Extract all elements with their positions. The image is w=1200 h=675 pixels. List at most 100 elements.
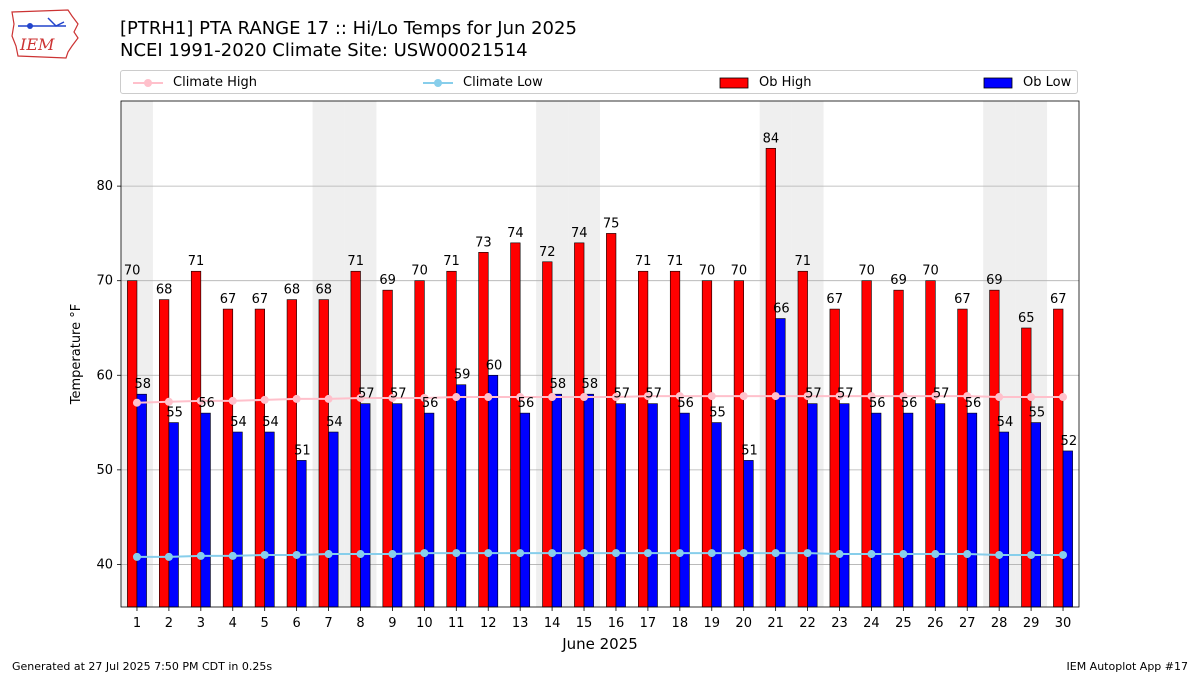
ob-high-bar (318, 299, 329, 608)
ob-high-label: 71 (635, 254, 652, 269)
chart-title: [PTRH1] PTA RANGE 17 :: Hi/Lo Temps for … (120, 18, 577, 62)
ob-high-bar (414, 280, 425, 608)
climate-high-point (1059, 393, 1068, 402)
legend-ob-high-swatch (719, 77, 749, 88)
x-tick-label: 28 (991, 616, 1008, 631)
ob-high-label: 70 (731, 264, 748, 279)
ob-low-bar (136, 393, 147, 608)
ob-low-label: 58 (582, 377, 599, 392)
x-tick-label: 17 (640, 616, 657, 631)
ob-high-label: 68 (284, 283, 301, 298)
climate-high-point (388, 393, 397, 402)
x-tick-label: 5 (261, 616, 269, 631)
climate-low-point (707, 549, 716, 558)
x-tick-label: 12 (480, 616, 497, 631)
ob-high-label: 71 (795, 254, 812, 269)
ob-high-label: 71 (347, 254, 364, 269)
ob-high-label: 75 (603, 216, 620, 231)
ob-low-label: 57 (613, 387, 630, 402)
climate-low-point (1059, 550, 1068, 559)
ob-low-bar (934, 403, 946, 608)
climate-low-point (260, 550, 269, 559)
climate-low-point (931, 550, 940, 559)
ob-high-label: 70 (858, 264, 875, 279)
climate-high-point (196, 396, 205, 405)
ob-low-label: 56 (901, 396, 918, 411)
x-tick-label: 14 (544, 616, 561, 631)
legend-climate-low: Climate Low (423, 74, 543, 92)
climate-high-point (356, 393, 365, 402)
climate-high-point (835, 392, 844, 401)
x-tick-label: 6 (292, 616, 300, 631)
x-tick-label: 2 (165, 616, 173, 631)
iowa-outline-icon (11, 9, 79, 59)
climate-high-point (643, 392, 652, 401)
ob-low-label: 58 (550, 377, 567, 392)
ob-low-label: 54 (262, 415, 279, 430)
ob-low-label: 57 (805, 387, 822, 402)
ob-low-label: 57 (390, 387, 407, 402)
ob-high-label: 68 (316, 283, 333, 298)
ob-high-label: 70 (124, 264, 141, 279)
climate-high-point (164, 397, 173, 406)
climate-low-point (771, 549, 780, 558)
ob-low-bar (743, 460, 754, 608)
x-tick-label: 19 (703, 616, 720, 631)
climate-high-point (548, 393, 557, 402)
x-tick-label: 9 (388, 616, 396, 631)
climate-low-point (292, 550, 301, 559)
ob-high-label: 71 (188, 254, 205, 269)
legend-ob-low: Ob Low (983, 74, 1071, 92)
ob-high-bar (222, 308, 234, 608)
x-tick-label: 3 (197, 616, 205, 631)
plot-frame (120, 100, 1080, 608)
ob-low-bar (615, 403, 626, 608)
y-tick-label: 60 (96, 368, 113, 383)
ob-low-label: 56 (965, 396, 982, 411)
x-tick-label: 16 (608, 616, 625, 631)
climate-low-point (1027, 550, 1036, 559)
ob-high-bar (989, 289, 1000, 608)
ob-low-bar (360, 403, 371, 608)
ob-low-label: 51 (741, 443, 758, 458)
climate-high-point (611, 393, 620, 402)
ob-low-bar (711, 422, 722, 608)
ob-low-label: 59 (454, 368, 471, 383)
climate-high-point (803, 392, 812, 401)
ob-low-bar (328, 431, 339, 608)
climate-high-line (136, 395, 1064, 404)
legend: Climate High Climate Low Ob High Ob Low (120, 70, 1078, 94)
x-tick-label: 7 (324, 616, 332, 631)
ob-low-bar (519, 412, 531, 608)
ob-high-bar (765, 147, 776, 608)
ob-high-label: 70 (411, 264, 428, 279)
ob-low-label: 57 (645, 387, 662, 402)
ob-low-bar (903, 412, 914, 608)
ob-low-label: 56 (869, 396, 886, 411)
title-line-2: NCEI 1991-2020 Climate Site: USW00021514 (120, 40, 528, 61)
x-tick-label: 4 (229, 616, 237, 631)
climate-low-point (963, 550, 972, 559)
ob-high-bar (893, 289, 904, 608)
ob-high-label: 67 (826, 292, 843, 307)
ob-low-label: 58 (134, 377, 151, 392)
legend-climate-low-label: Climate Low (463, 75, 543, 90)
ob-high-bar (925, 280, 936, 608)
climate-high-point (771, 392, 780, 401)
legend-climate-low-swatch (423, 78, 453, 87)
ob-low-label: 51 (294, 443, 311, 458)
ob-low-bar (647, 403, 658, 608)
ob-low-bar (1030, 422, 1041, 608)
ob-high-label: 68 (156, 283, 173, 298)
title-line-1: [PTRH1] PTA RANGE 17 :: Hi/Lo Temps for … (120, 18, 577, 39)
ob-high-bar (957, 308, 968, 608)
ob-low-label: 55 (709, 406, 726, 421)
climate-high-point (132, 398, 141, 407)
climate-low-point (356, 550, 365, 559)
climate-low-point (228, 551, 237, 560)
climate-low-point (580, 549, 589, 558)
x-tick-label: 10 (416, 616, 433, 631)
x-tick-label: 30 (1055, 616, 1072, 631)
ob-low-bar (487, 374, 499, 608)
